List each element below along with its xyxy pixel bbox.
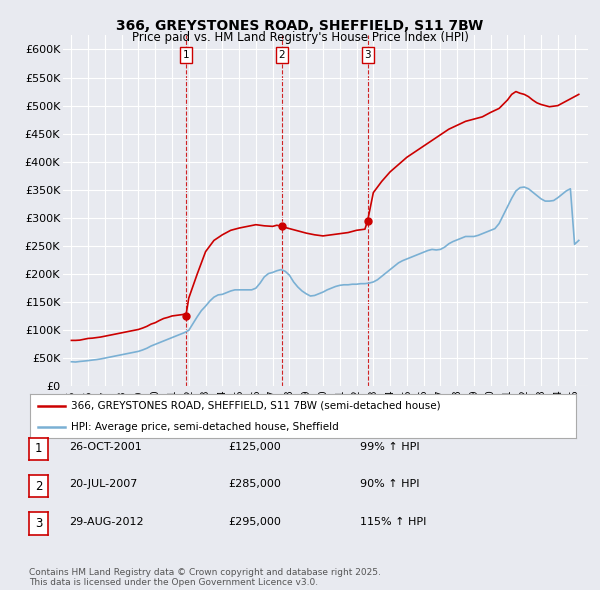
Text: £285,000: £285,000 xyxy=(228,480,281,489)
Text: 90% ↑ HPI: 90% ↑ HPI xyxy=(360,480,419,489)
Text: 366, GREYSTONES ROAD, SHEFFIELD, S11 7BW: 366, GREYSTONES ROAD, SHEFFIELD, S11 7BW xyxy=(116,19,484,33)
Text: Price paid vs. HM Land Registry's House Price Index (HPI): Price paid vs. HM Land Registry's House … xyxy=(131,31,469,44)
Text: £125,000: £125,000 xyxy=(228,442,281,452)
Text: 2: 2 xyxy=(278,50,285,60)
Text: HPI: Average price, semi-detached house, Sheffield: HPI: Average price, semi-detached house,… xyxy=(71,422,338,432)
Text: 115% ↑ HPI: 115% ↑ HPI xyxy=(360,517,427,526)
Text: 366, GREYSTONES ROAD, SHEFFIELD, S11 7BW (semi-detached house): 366, GREYSTONES ROAD, SHEFFIELD, S11 7BW… xyxy=(71,401,440,411)
Text: £295,000: £295,000 xyxy=(228,517,281,526)
Text: 1: 1 xyxy=(35,442,42,455)
Text: 3: 3 xyxy=(364,50,371,60)
Text: Contains HM Land Registry data © Crown copyright and database right 2025.
This d: Contains HM Land Registry data © Crown c… xyxy=(29,568,380,587)
Text: 20-JUL-2007: 20-JUL-2007 xyxy=(69,480,137,489)
Text: 29-AUG-2012: 29-AUG-2012 xyxy=(69,517,143,526)
Text: 26-OCT-2001: 26-OCT-2001 xyxy=(69,442,142,452)
Text: 2: 2 xyxy=(35,480,42,493)
Text: 3: 3 xyxy=(35,517,42,530)
Text: 99% ↑ HPI: 99% ↑ HPI xyxy=(360,442,419,452)
Text: 1: 1 xyxy=(182,50,189,60)
